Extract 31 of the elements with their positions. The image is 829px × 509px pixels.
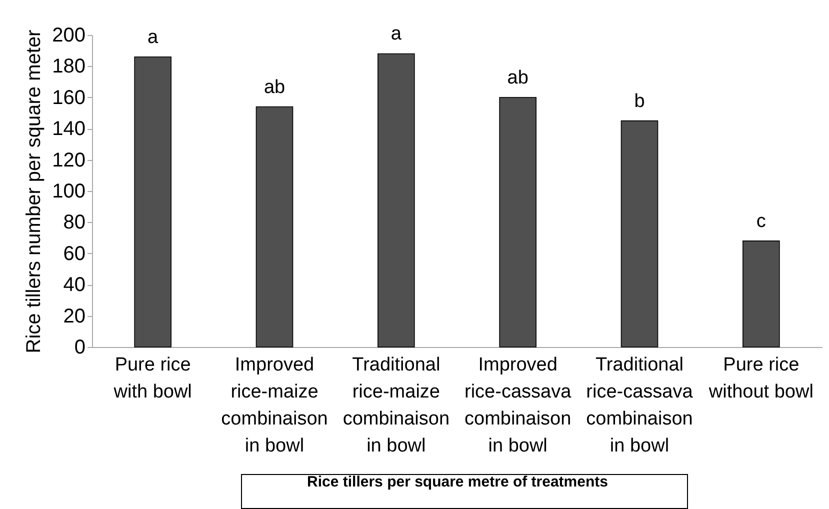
x-tick-label: Improved rice-cassava combinaison in bowl: [464, 354, 572, 456]
y-tick-label: 40: [63, 274, 86, 296]
bar: [134, 56, 172, 348]
y-axis-title: Rice tillers number per square meter: [23, 29, 46, 354]
y-tick-label: 160: [52, 86, 86, 109]
y-tick-label: 60: [63, 242, 86, 265]
bar: [378, 53, 415, 348]
x-tick-label: Traditional rice-cassava combinaison in bowl: [586, 354, 694, 456]
x-tick-label: Pure rice without bowl: [708, 354, 814, 402]
y-tick-label: 200: [52, 24, 86, 46]
bar: [742, 240, 780, 348]
annotation: c: [756, 210, 766, 232]
y-tick-label: 100: [52, 180, 86, 202]
x-tick-label: Traditional rice-maize combinaison in bowl: [342, 354, 450, 456]
bar: [620, 120, 658, 348]
x-tick-label: Improved rice-maize combinaison in bowl: [221, 354, 328, 456]
x-tick-label: Pure rice with bowl: [112, 354, 192, 402]
y-tick-label: 120: [52, 149, 86, 172]
bar: [499, 97, 536, 348]
y-tick-label: 0: [74, 336, 86, 358]
y-tick-label: 180: [52, 56, 86, 78]
annotation: b: [634, 90, 645, 112]
annotation: ab: [507, 67, 528, 88]
bar: [256, 106, 294, 348]
x-axis-title: Rice tillers per square metre of treatments: [307, 474, 608, 490]
y-tick-label: 20: [63, 305, 86, 328]
y-tick-label: 140: [52, 118, 86, 140]
annotation: a: [148, 26, 159, 48]
y-tick-label: 80: [63, 212, 86, 234]
annotation: a: [390, 24, 402, 45]
annotation: ab: [264, 76, 286, 98]
